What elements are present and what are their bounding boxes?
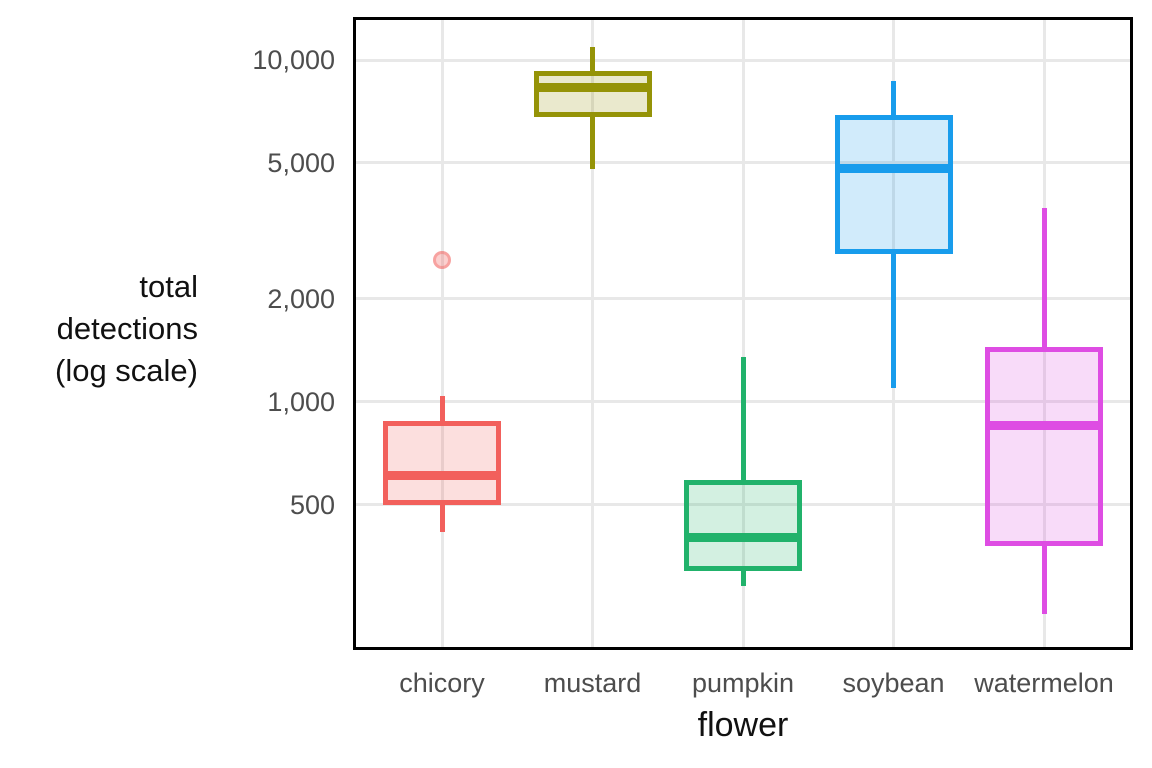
- whisker-lower-watermelon: [1041, 545, 1047, 614]
- x-gridline: [440, 20, 444, 647]
- median-line-watermelon: [985, 421, 1103, 431]
- plot-area: [353, 17, 1133, 650]
- boxplot-box-mustard: [533, 70, 652, 118]
- x-category-label: mustard: [543, 668, 642, 698]
- x-axis-title: flower: [697, 706, 789, 744]
- whisker-lower-mustard: [590, 117, 595, 169]
- whisker-lower-chicory: [439, 504, 445, 533]
- x-category-label: chicory: [399, 668, 485, 698]
- x-category-label: pumpkin: [691, 668, 795, 698]
- boxplot-box-pumpkin: [684, 480, 802, 572]
- y-tick-label: 10,000: [252, 45, 335, 75]
- x-category-label: watermelon: [974, 668, 1114, 698]
- whisker-upper-mustard: [590, 47, 595, 71]
- whisker-lower-soybean: [891, 254, 896, 388]
- outlier-point-chicory: [433, 251, 451, 269]
- y-tick-label: 1,000: [267, 386, 335, 417]
- median-line-soybean: [834, 164, 953, 174]
- boxplot-box-soybean: [834, 115, 953, 255]
- y-axis-title-line: detections: [56, 311, 198, 346]
- whisker-upper-chicory: [439, 396, 445, 421]
- boxplot-box-chicory: [383, 420, 501, 505]
- y-axis-title-line: total: [139, 269, 198, 304]
- x-gridline: [741, 20, 745, 647]
- boxplot-box-watermelon: [985, 346, 1103, 546]
- whisker-lower-pumpkin: [740, 571, 746, 586]
- y-tick-label: 5,000: [267, 147, 335, 178]
- median-line-pumpkin: [684, 533, 802, 543]
- x-category-label: soybean: [842, 668, 945, 698]
- y-axis-title-line: (log scale): [55, 353, 198, 388]
- whisker-upper-soybean: [891, 80, 896, 116]
- median-line-mustard: [533, 83, 652, 93]
- y-tick-label: 500: [289, 489, 335, 520]
- whisker-upper-watermelon: [1041, 207, 1047, 347]
- y-tick-label: 2,000: [267, 283, 335, 314]
- whisker-upper-pumpkin: [740, 357, 746, 481]
- median-line-chicory: [383, 470, 501, 480]
- x-gridline: [591, 20, 594, 647]
- y-axis-title: total detections (log scale): [0, 266, 198, 392]
